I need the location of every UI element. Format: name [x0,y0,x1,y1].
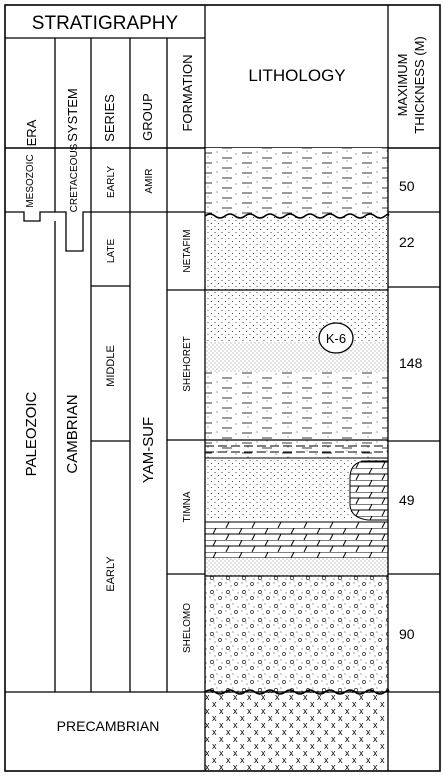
formation-shehoret: SHEHORET [182,336,193,392]
stratigraphy-title: STRATIGRAPHY [32,13,179,34]
group-yamsuf: YAM-SUF [140,417,157,483]
formation-timna: TIMNA [182,491,193,522]
litho-precambrian-basement [205,692,388,770]
unconformity-top [204,213,390,219]
litho-shelomo-conglomerate [205,576,388,692]
formation-header: FORMATION [180,54,195,131]
thickness-header-line1: MAXIMUM [395,54,410,117]
group-amir: AMIR [144,169,155,194]
litho-timna-dolomite-lens [349,460,389,521]
group-header: GROUP [140,93,155,141]
litho-shehoret-lower-shale [205,372,388,440]
lithology-header: LITHOLOGY [248,66,345,85]
unit-boundaries [5,211,440,693]
litho-amir-sandstone-shale [205,148,388,216]
precambrian-label: PRECAMBRIAN [57,718,160,734]
litho-netafim-sandstone [205,216,388,290]
unit-labels: MESOZOIC PALEOZOIC CRETACEOUS CAMBRIAN E… [23,143,193,734]
litho-timna-base-sand [205,558,388,576]
outer-frame [4,4,441,772]
system-cretaceous: CRETACEOUS [69,143,80,212]
thickness-shehoret: 148 [399,355,423,371]
system-cambrian: CAMBRIAN [64,394,81,473]
formation-netafim: NETAFIM [182,229,193,272]
thickness-netafim: 22 [399,234,415,250]
lithology-column: K-6 [204,148,390,770]
thickness-amir: 50 [399,178,415,194]
series-early-top: EARLY [106,166,117,198]
era-header: ERA [24,119,39,146]
litho-timna-top-shale [205,440,388,458]
series-middle: MIDDLE [105,345,117,387]
sample-marker [318,322,354,354]
thickness-shelomo: 90 [399,626,415,642]
header: STRATIGRAPHY ERA SYSTEM SERIES GROUP FOR… [5,13,440,149]
formation-shelomo: SHELOMO [182,603,193,653]
thickness-header-line2: THICKNESS (M) [412,36,427,134]
series-early: EARLY [105,556,117,592]
litho-shehoret-fine-band [205,342,388,372]
series-header: SERIES [102,94,117,142]
sample-label: K-6 [326,331,346,346]
era-mesozoic: MESOZOIC [25,154,36,207]
system-header: SYSTEM [65,88,80,141]
era-paleozoic: PALEOZOIC [23,391,40,476]
series-late: LATE [106,239,117,264]
litho-timna-dolomite [205,522,388,558]
thickness-timna: 49 [399,492,415,508]
thickness-values: 50 22 148 49 90 [399,178,423,642]
column-lines [54,5,389,771]
